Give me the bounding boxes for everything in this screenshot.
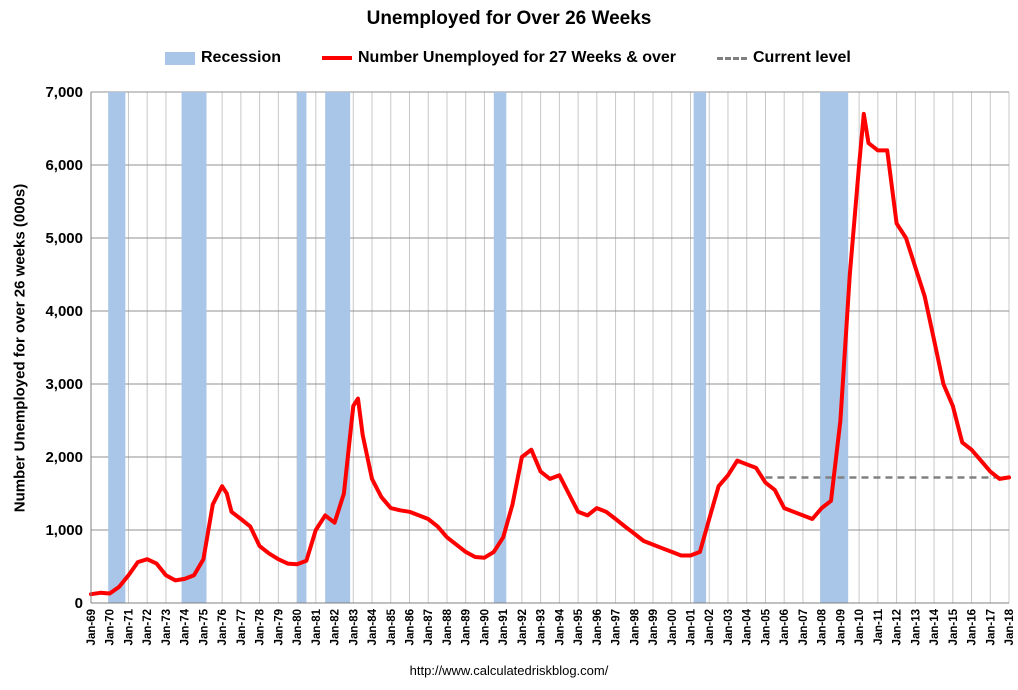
x-tick-label: Jan-76 [217, 609, 229, 645]
x-tick-label: Jan-89 [461, 609, 473, 645]
x-tick-label: Jan-72 [142, 609, 154, 645]
x-tick-label: Jan-73 [161, 609, 173, 645]
recession-band [493, 92, 507, 603]
recession-band [297, 92, 307, 603]
source-url: http://www.calculatedriskblog.com/ [409, 663, 609, 678]
x-tick-label: Jan-94 [554, 608, 566, 645]
x-tick-label: Jan-70 [105, 609, 117, 645]
x-tick-label: Jan-00 [667, 609, 679, 645]
x-tick-label: Jan-16 [967, 609, 979, 645]
recession-layer [108, 92, 849, 603]
x-tick-label: Jan-90 [479, 609, 491, 645]
x-tick-label: Jan-17 [985, 609, 997, 645]
legend-label-current: Current level [753, 49, 851, 66]
chart-legend: Recession Number Unemployed for 27 Weeks… [0, 49, 1018, 71]
grid-layer [90, 91, 1010, 604]
x-tick-label: Jan-81 [311, 608, 323, 645]
legend-label-series: Number Unemployed for 27 Weeks & over [358, 49, 677, 66]
x-tick-label: Jan-14 [929, 608, 941, 645]
x-tick-label: Jan-80 [292, 609, 304, 645]
x-tick-label: Jan-18 [1004, 608, 1016, 645]
x-tick-label: Jan-06 [779, 609, 791, 645]
x-tick-label: Jan-82 [330, 609, 342, 645]
x-tick-label: Jan-79 [273, 609, 285, 645]
recession-band [693, 92, 707, 603]
recession-swatch [165, 51, 195, 65]
x-tick-label: Jan-10 [854, 609, 866, 645]
chart-title: Unemployed for Over 26 Weeks [366, 8, 652, 29]
x-tick-label: Jan-83 [348, 609, 360, 645]
x-tick-layer: Jan-69 Jan-70 Jan-71 Jan-72 Jan-73 Jan-74 Jan-… [86, 608, 1016, 645]
x-tick-label: Jan-07 [798, 609, 810, 645]
legend-label-recession: Recession [201, 49, 282, 66]
x-tick-label: Jan-92 [517, 609, 529, 645]
x-tick-label: Jan-78 [255, 608, 267, 645]
x-tick-label: Jan-86 [404, 609, 416, 645]
x-tick-label: Jan-03 [723, 609, 735, 645]
x-tick-label: Jan-09 [835, 609, 847, 645]
x-tick-label: Jan-04 [742, 608, 754, 645]
y-tick-label: 4,000 [45, 303, 83, 320]
series-layer [89, 111, 1011, 597]
x-tick-label: Jan-87 [423, 609, 435, 645]
recession-band [181, 92, 207, 603]
x-tick-label: Jan-11 [873, 608, 885, 644]
x-tick-label: Jan-97 [611, 609, 623, 645]
x-tick-label: Jan-12 [892, 609, 904, 645]
series-line [89, 111, 1011, 597]
y-tick-layer: 0 1,000 2,000 3,000 4,000 5,000 6,000 7,000 [45, 84, 83, 612]
recession-band [325, 92, 351, 603]
y-tick-label: 3,000 [45, 376, 83, 393]
x-tick-label: Jan-74 [180, 608, 192, 645]
x-tick-label: Jan-91 [498, 608, 510, 645]
y-tick-label: 7,000 [45, 84, 83, 101]
x-tick-label: Jan-98 [629, 608, 641, 645]
legend-item-recession: Recession [165, 49, 281, 67]
x-tick-label: Jan-05 [760, 608, 772, 645]
y-tick-label: 2,000 [45, 449, 83, 466]
x-tick-label: Jan-01 [686, 608, 698, 645]
y-tick-label: 1,000 [45, 522, 83, 539]
current-level-swatch [717, 56, 747, 60]
x-tick-label: Jan-93 [536, 609, 548, 645]
x-tick-label: Jan-69 [86, 609, 98, 645]
axis-layer [90, 92, 1009, 604]
x-tick-label: Jan-77 [236, 609, 248, 645]
x-tick-label: Jan-13 [910, 609, 922, 645]
x-tick-label: Jan-85 [386, 608, 398, 645]
x-tick-label: Jan-02 [704, 609, 716, 645]
x-tick-label: Jan-71 [123, 608, 135, 645]
x-tick-label: Jan-99 [648, 609, 660, 645]
x-tick-label: Jan-88 [442, 608, 454, 645]
y-tick-label: 0 [75, 595, 83, 612]
recession-band [108, 92, 126, 603]
legend-item-series: Number Unemployed for 27 Weeks & over [322, 49, 676, 67]
x-tick-label: Jan-75 [198, 608, 210, 645]
x-tick-label: Jan-15 [948, 608, 960, 645]
y-tick-label: 5,000 [45, 230, 83, 247]
series-swatch [322, 56, 352, 60]
x-tick-label: Jan-96 [592, 609, 604, 645]
x-tick-label: Jan-08 [817, 608, 829, 645]
x-tick-label: Jan-95 [573, 608, 585, 645]
y-tick-label: 6,000 [45, 157, 83, 174]
legend-item-current: Current level [717, 49, 851, 67]
x-tick-label: Jan-84 [367, 608, 379, 645]
